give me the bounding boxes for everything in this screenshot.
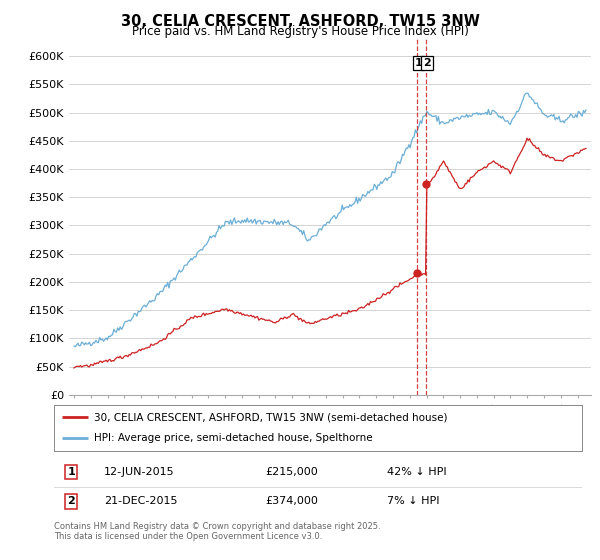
- Text: Contains HM Land Registry data © Crown copyright and database right 2025.
This d: Contains HM Land Registry data © Crown c…: [54, 522, 380, 542]
- Text: 1: 1: [67, 467, 75, 477]
- Text: 2: 2: [424, 58, 431, 68]
- Text: 30, CELIA CRESCENT, ASHFORD, TW15 3NW (semi-detached house): 30, CELIA CRESCENT, ASHFORD, TW15 3NW (s…: [94, 412, 447, 422]
- Text: 1: 1: [415, 58, 422, 68]
- Text: £215,000: £215,000: [265, 467, 318, 477]
- Text: 12-JUN-2015: 12-JUN-2015: [104, 467, 175, 477]
- Text: 21-DEC-2015: 21-DEC-2015: [104, 496, 178, 506]
- Text: £374,000: £374,000: [265, 496, 318, 506]
- Text: 42% ↓ HPI: 42% ↓ HPI: [386, 467, 446, 477]
- Text: Price paid vs. HM Land Registry's House Price Index (HPI): Price paid vs. HM Land Registry's House …: [131, 25, 469, 38]
- Text: 30, CELIA CRESCENT, ASHFORD, TW15 3NW: 30, CELIA CRESCENT, ASHFORD, TW15 3NW: [121, 14, 479, 29]
- Text: 2: 2: [67, 496, 75, 506]
- Text: HPI: Average price, semi-detached house, Spelthorne: HPI: Average price, semi-detached house,…: [94, 433, 372, 444]
- Text: 7% ↓ HPI: 7% ↓ HPI: [386, 496, 439, 506]
